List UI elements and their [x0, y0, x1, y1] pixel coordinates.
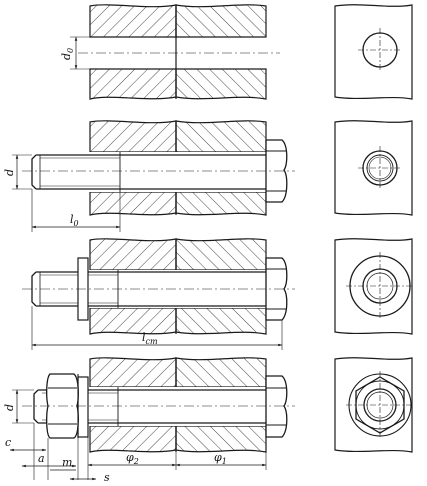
end-view-4	[334, 357, 414, 453]
end-view-2	[334, 120, 413, 216]
plate-1	[89, 4, 177, 100]
c-label: c	[5, 436, 11, 449]
stage-4-nut: d c a m s φ2 φ1	[3, 357, 295, 484]
svg-text:φ2: φ2	[126, 451, 139, 466]
svg-text:φ1: φ1	[214, 451, 227, 466]
lst-label: l	[142, 331, 146, 344]
d-label-stage4: d	[3, 404, 16, 411]
stage-1-hole: d0	[60, 4, 280, 100]
a-label: a	[38, 452, 45, 465]
svg-text:d0: d0	[60, 48, 75, 60]
m-label: m	[62, 456, 72, 469]
phi2-label: φ	[126, 451, 134, 464]
d0-label: d	[60, 53, 73, 60]
l0-label: l	[70, 213, 74, 226]
d-label-stage2: d	[3, 169, 16, 176]
dim-d0: d0	[60, 36, 90, 70]
end-view-1	[334, 4, 413, 100]
svg-text:l0: l0	[70, 213, 79, 228]
stage-2-bolt-insert: d l0	[3, 120, 295, 232]
phi1-label: φ	[214, 451, 222, 464]
svg-text:lст: lст	[142, 331, 158, 346]
end-view-3	[334, 238, 414, 335]
s-label: s	[104, 471, 110, 484]
stage-3-washer: lст	[22, 238, 295, 350]
plate-2	[175, 4, 267, 100]
